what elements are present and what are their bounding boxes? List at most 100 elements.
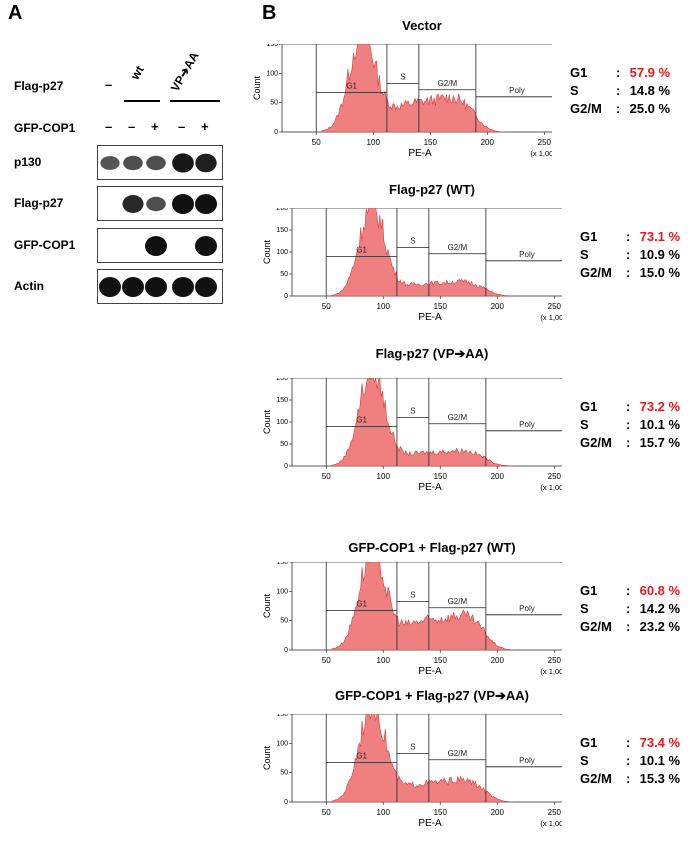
- histogram-title: Vector: [402, 18, 442, 33]
- y-axis-label: Count: [262, 240, 272, 265]
- blot-band: [195, 236, 217, 256]
- phase-row: G1: 60.8 %: [580, 582, 680, 600]
- phase-percentages: G1: 57.9 % S: 14.8 % G2/M: 25.0 %: [570, 64, 670, 118]
- blot-band: [122, 195, 144, 213]
- y-axis-label: Count: [252, 76, 262, 101]
- phase-name: S: [580, 247, 589, 262]
- phase-value: 14.2 %: [636, 601, 681, 616]
- phase-value: 23.2 %: [636, 619, 681, 634]
- y-tick-label: 150: [276, 714, 288, 718]
- x-tick-label: 100: [377, 656, 391, 665]
- gfp-lane5-value: +: [201, 119, 209, 134]
- y-tick-label: 100: [276, 249, 288, 256]
- gate-label: G2/M: [448, 243, 468, 252]
- x-tick-label: 100: [377, 472, 391, 481]
- x-axis-label: PE-A: [418, 818, 442, 829]
- panel-b-letter: B: [262, 2, 277, 24]
- phase-row: G2/M: 15.7 %: [580, 434, 680, 452]
- phase-value: 73.4 %: [636, 735, 681, 750]
- flag-vpaa-label: VP➔AA: [167, 49, 202, 94]
- colon-separator: :: [616, 65, 621, 80]
- blot-band: [146, 155, 166, 171]
- x-tick-label: 250: [538, 138, 552, 147]
- phase-value: 73.1 %: [636, 229, 681, 244]
- gate-label: G2/M: [448, 413, 468, 422]
- flag-lane1-value: –: [105, 77, 113, 92]
- phase-row: G2/M: 15.0 %: [580, 264, 680, 282]
- y-tick-label: 100: [276, 588, 288, 595]
- y-tick-label: 150: [266, 44, 278, 48]
- x-tick-label: 200: [481, 138, 495, 147]
- phase-value: 15.3 %: [636, 771, 681, 786]
- blot-strip: [97, 186, 223, 221]
- panel-a-letter: A: [8, 2, 23, 24]
- colon-separator: :: [626, 435, 631, 450]
- colon-separator: :: [626, 583, 631, 598]
- colon-separator: :: [626, 247, 631, 262]
- phase-name: G2/M: [580, 771, 612, 786]
- gate-label: S: [410, 237, 415, 246]
- colon-separator: :: [616, 101, 621, 116]
- x-tick-label: 50: [322, 472, 331, 481]
- phase-row: G2/M: 15.3 %: [580, 770, 680, 788]
- x-tick-label: 50: [312, 138, 321, 147]
- x-tick-label: 100: [377, 302, 391, 311]
- y-tick-label: 0: [274, 129, 278, 136]
- phase-row: G2/M: 23.2 %: [580, 618, 680, 636]
- x-tick-label: 100: [367, 138, 381, 147]
- y-axis-label: Count: [262, 410, 272, 435]
- blot-band: [122, 277, 144, 297]
- phase-name: S: [580, 601, 589, 616]
- blot-label: GFP-COP1: [14, 238, 76, 252]
- colon-separator: :: [626, 601, 631, 616]
- y-tick-label: 50: [280, 441, 288, 448]
- gfp-lane1-value: –: [105, 119, 113, 134]
- blot-band: [172, 194, 194, 214]
- phase-value: 57.9 %: [626, 65, 671, 80]
- x-scale-label: (x 1,000): [540, 819, 562, 828]
- vpaa-bracket: [170, 100, 220, 102]
- y-tick-label: 150: [276, 227, 288, 234]
- y-tick-label: 0: [284, 647, 288, 654]
- gate-label: Poly: [519, 420, 535, 429]
- x-tick-label: 250: [548, 656, 562, 665]
- x-axis-label: PE-A: [418, 312, 442, 323]
- y-tick-label: 100: [276, 419, 288, 426]
- x-scale-label: (x 1,000): [540, 667, 562, 676]
- gate-label: G2/M: [448, 749, 468, 758]
- colon-separator: :: [626, 771, 631, 786]
- flag-wt-label: wt: [127, 63, 147, 82]
- phase-value: 15.0 %: [636, 265, 681, 280]
- x-axis-label: PE-A: [418, 482, 442, 493]
- y-tick-label: 150: [276, 397, 288, 404]
- gate-label: G1: [346, 81, 357, 90]
- blot-band: [195, 194, 217, 214]
- phase-percentages: G1: 60.8 % S: 14.2 % G2/M: 23.2 %: [580, 582, 680, 636]
- phase-name: G1: [580, 583, 598, 598]
- phase-value: 25.0 %: [626, 101, 671, 116]
- phase-value: 73.2 %: [636, 399, 681, 414]
- phase-name: G1: [580, 399, 598, 414]
- gate-label: G1: [356, 751, 367, 760]
- blot-band: [172, 277, 194, 297]
- x-tick-label: 150: [434, 472, 448, 481]
- phase-value: 10.1 %: [636, 753, 681, 768]
- y-axis-label: Count: [262, 746, 272, 771]
- phase-row: G1: 73.2 %: [580, 398, 680, 416]
- phase-row: S: 14.8 %: [570, 82, 670, 100]
- flag-p27-row-label: Flag-p27: [14, 79, 64, 93]
- histogram-plot: G1 S G2/M Poly 0 50 100 150 200 Count 50 100 150 200 2…: [262, 378, 562, 493]
- x-tick-label: 200: [491, 808, 505, 817]
- histogram-plot: G1 S G2/M Poly 0 50 100 150 Count 50 100 150 200 250 P…: [252, 44, 552, 159]
- blot-band: [145, 277, 167, 297]
- histogram-title: Flag-p27 (WT): [389, 182, 475, 197]
- phase-name: G2/M: [570, 101, 602, 116]
- phase-percentages: G1: 73.2 % S: 10.1 % G2/M: 15.7 %: [580, 398, 680, 452]
- histogram-title: GFP-COP1 + Flag-p27 (VP➔AA): [334, 688, 529, 703]
- phase-row: G1: 73.4 %: [580, 734, 680, 752]
- gate-label: Poly: [509, 86, 525, 95]
- blot-label: Flag-p27: [14, 196, 64, 210]
- phase-percentages: G1: 73.4 % S: 10.1 % G2/M: 15.3 %: [580, 734, 680, 788]
- x-tick-label: 250: [548, 808, 562, 817]
- x-tick-label: 50: [322, 302, 331, 311]
